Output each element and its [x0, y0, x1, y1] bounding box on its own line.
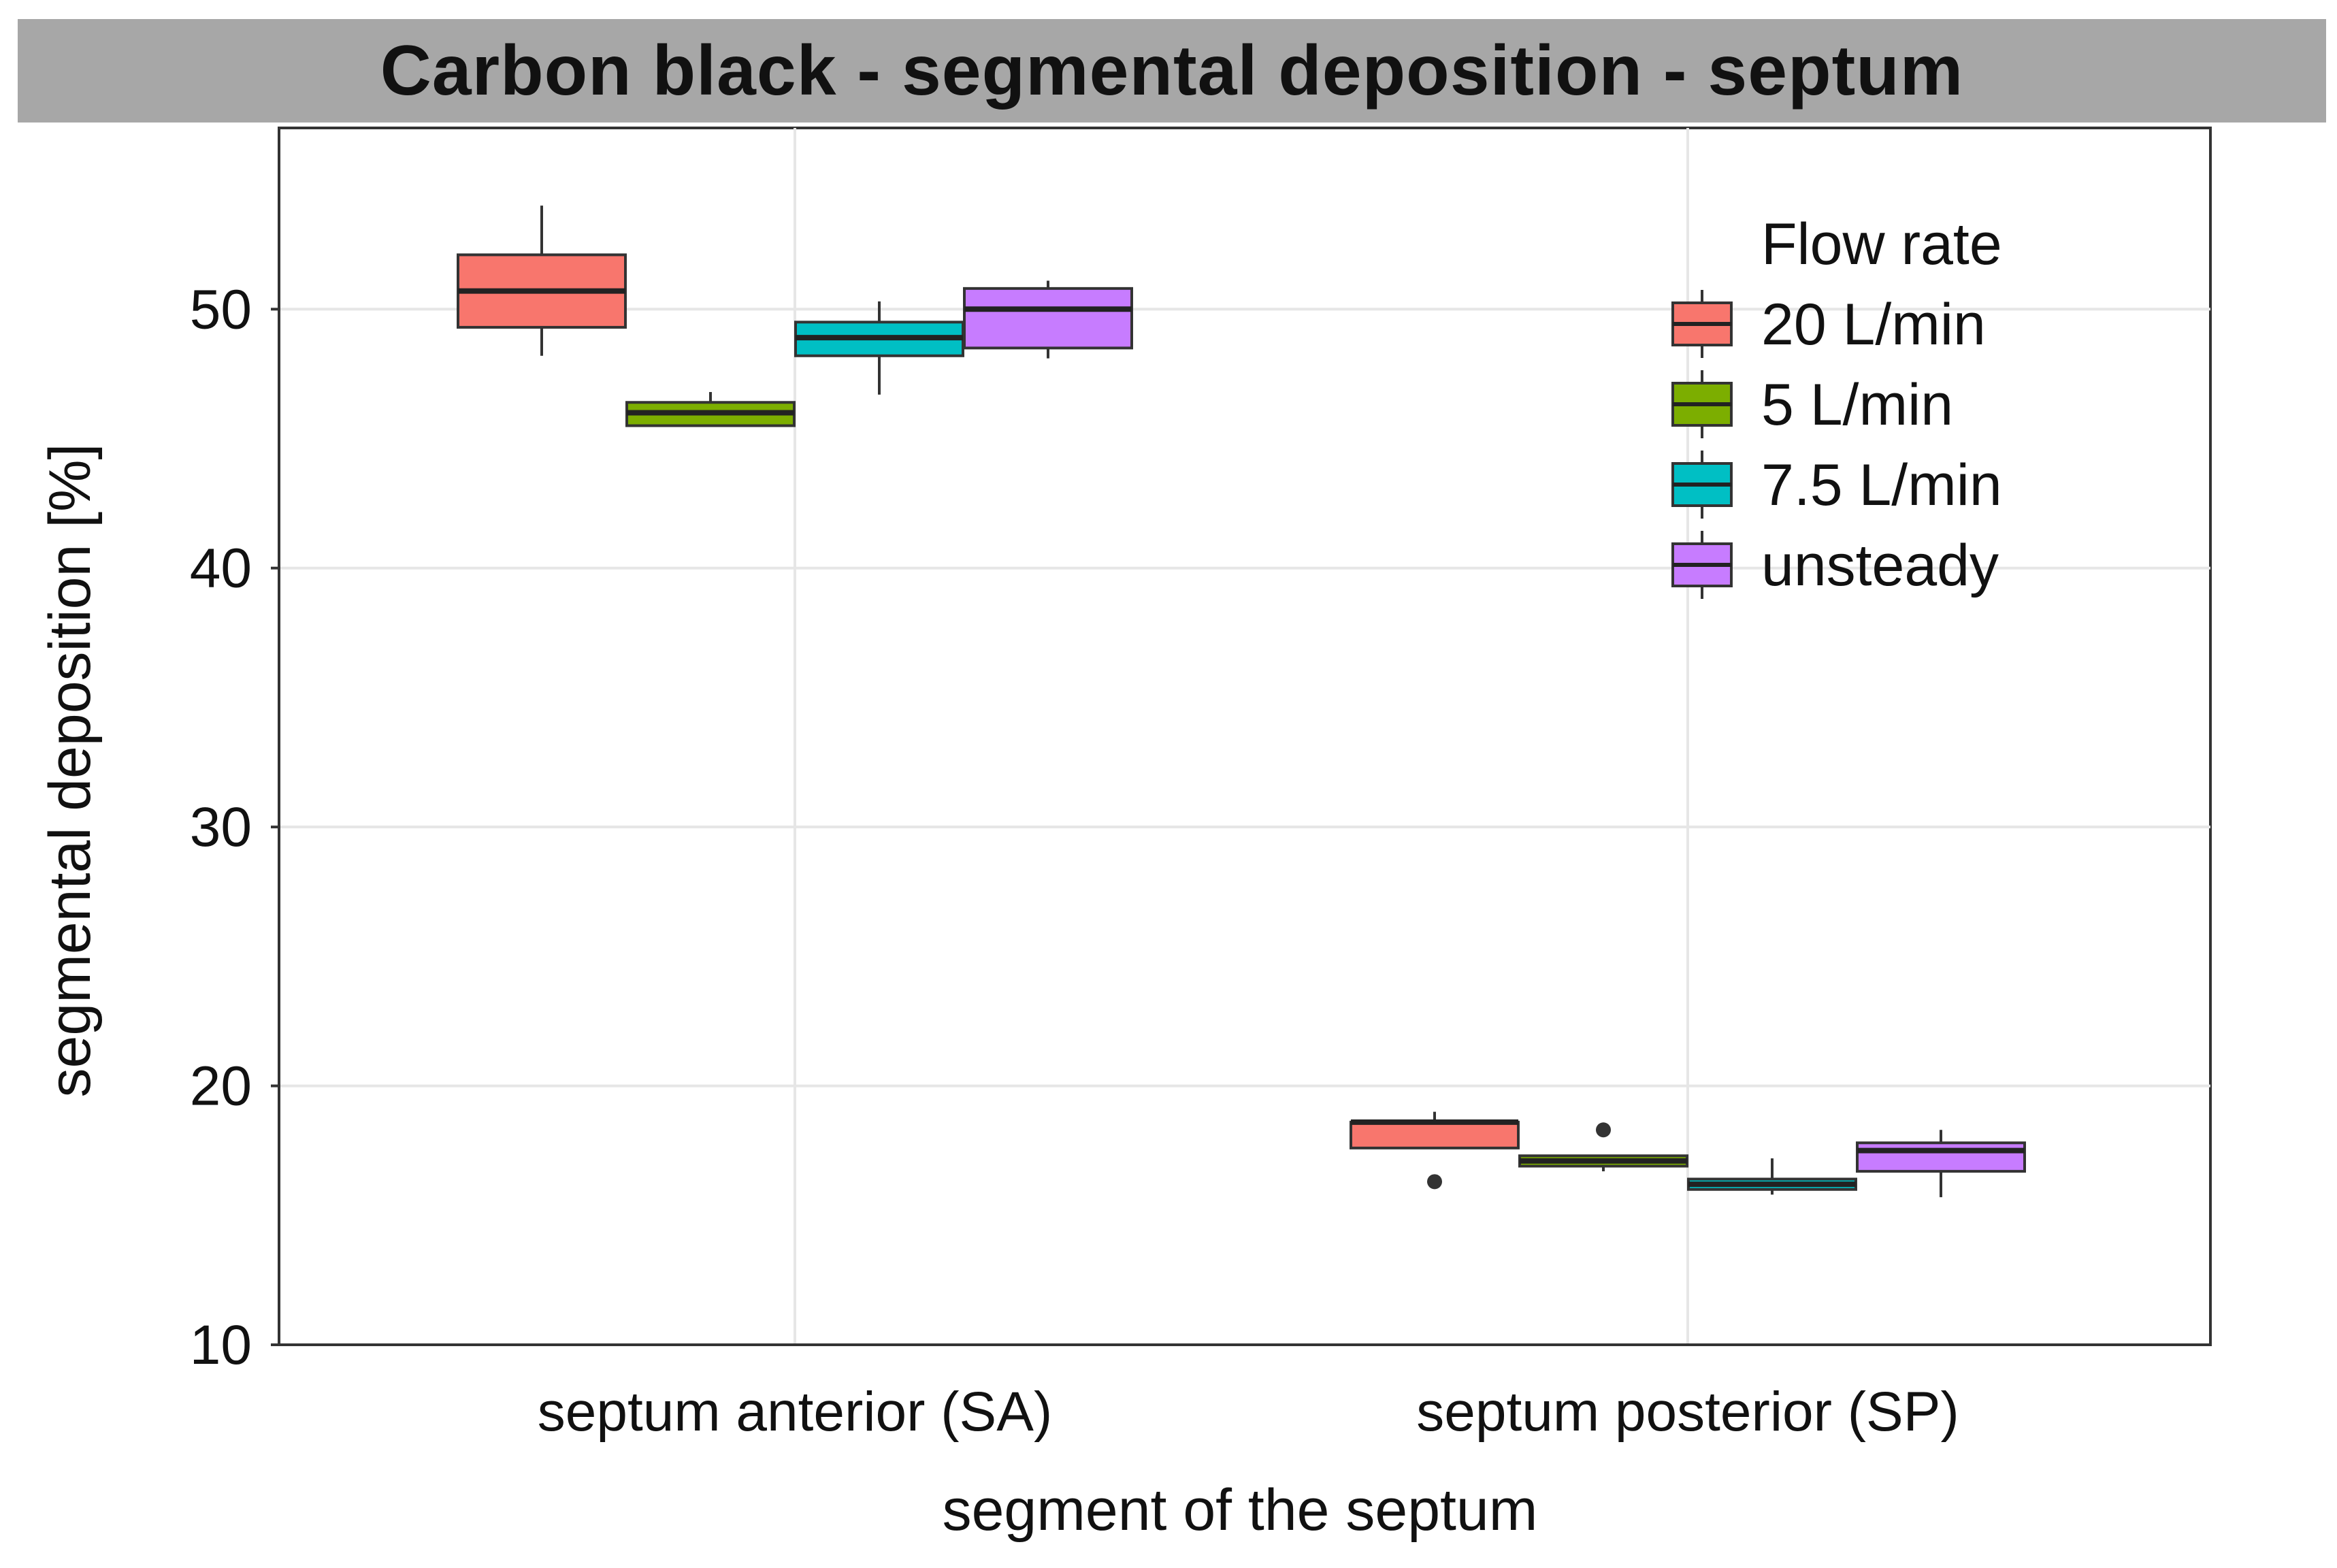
box-body: [1350, 1120, 1520, 1149]
box-unsteady-sa: [963, 280, 1133, 359]
box-5-l-min-sa: [625, 392, 796, 427]
legend-item-20-l-min: 20 L/min: [1671, 290, 1986, 358]
outlier-point: [1596, 1122, 1611, 1138]
legend-label: 7.5 L/min: [1761, 453, 2002, 518]
y-tick-label: 30: [190, 796, 252, 858]
y-tick-label: 10: [190, 1314, 252, 1376]
legend-label: unsteady: [1761, 533, 1999, 598]
box-5-l-min-sp: [1518, 1122, 1688, 1172]
box-body: [1856, 1141, 2026, 1173]
box-20-l-min-sa: [457, 206, 627, 356]
box-unsteady-sp: [1856, 1130, 2026, 1198]
y-tick-label: 40: [190, 538, 252, 600]
box-body: [963, 287, 1133, 350]
x-tick-label: septum anterior (SA): [538, 1381, 1053, 1443]
x-tick-label: septum posterior (SP): [1416, 1381, 1959, 1443]
box-20-l-min-sp: [1350, 1111, 1520, 1190]
x-axis-title: segment of the septum: [943, 1477, 1538, 1543]
legend-label: 5 L/min: [1761, 372, 1953, 438]
chart-title: Carbon black - segmental deposition - se…: [380, 31, 1964, 110]
box-7-5-l-min-sp: [1687, 1158, 1857, 1195]
outlier-point: [1427, 1174, 1442, 1190]
legend-item-7-5-l-min: 7.5 L/min: [1671, 451, 2002, 519]
legend-item-unsteady: unsteady: [1671, 531, 1999, 599]
legend-item-5-l-min: 5 L/min: [1671, 370, 1953, 438]
legend-label: 20 L/min: [1761, 292, 1986, 357]
y-tick-label: 50: [190, 278, 252, 340]
legend: Flow rate 20 L/min 5 L/min 7.5 L/min unstea…: [1671, 212, 2002, 599]
axes: 10 20 30 40 50 septum anterior (SA) septum pos…: [190, 128, 2210, 1443]
y-tick-label: 20: [190, 1056, 252, 1117]
y-axis-title: segmental deposition [%]: [37, 444, 103, 1098]
legend-title: Flow rate: [1761, 212, 2002, 277]
chart-title-bar: Carbon black - segmental deposition - se…: [18, 19, 2326, 122]
box-series: [457, 206, 2026, 1198]
